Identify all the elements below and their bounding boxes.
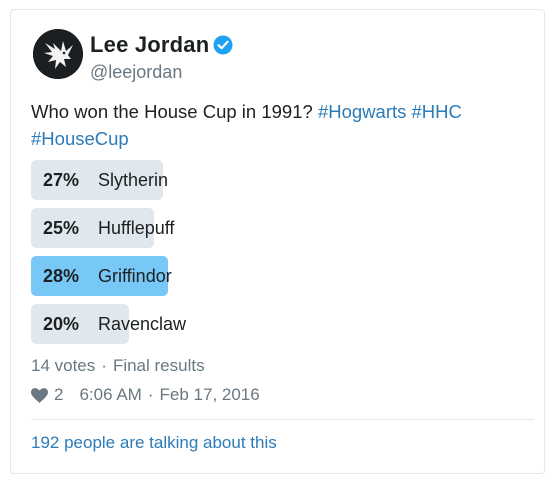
poll-status: Final results — [112, 356, 205, 375]
poll-choice: 20% Ravenclaw — [31, 304, 521, 344]
talking-about-link[interactable]: 192 people are talking about this — [31, 433, 277, 452]
hashtag-link[interactable]: #Hogwarts — [317, 101, 407, 122]
poll-percent: 25% — [43, 218, 80, 238]
poll-option-text: Hufflepuff — [98, 218, 175, 238]
poll-choice-label: 27% Slytherin — [43, 160, 168, 200]
poll-choice-label: 25% Hufflepuff — [43, 208, 174, 248]
poll-votes: 14 votes — [31, 356, 96, 375]
like-button[interactable]: 2 — [31, 385, 63, 405]
poll-percent: 20% — [43, 314, 80, 334]
poll-percent: 27% — [43, 170, 80, 190]
heart-icon — [31, 387, 48, 403]
tweet-text-plain: Who won the House Cup in 1991? — [31, 101, 313, 122]
poll-bar — [31, 304, 129, 344]
separator-dot: · — [101, 356, 107, 375]
tweet-text: Who won the House Cup in 1991? #Hogwarts… — [31, 98, 521, 152]
hashtag-link[interactable]: #HouseCup — [31, 128, 129, 149]
poll-choice: 25% Hufflepuff — [31, 208, 521, 248]
poll-option-text: Ravenclaw — [98, 314, 187, 334]
poll-option-text: Griffindor — [98, 266, 172, 286]
tweet-card: Lee Jordan @leejordan Who won the House … — [10, 9, 545, 474]
verified-badge-icon — [213, 35, 233, 55]
author-handle[interactable]: @leejordan — [90, 62, 183, 82]
poll-percent: 28% — [43, 266, 80, 286]
like-count: 2 — [54, 385, 64, 404]
tweet-footer: 2 6:06 AM · Feb 17, 2016 — [31, 385, 260, 405]
poll: 27% Slytherin 25% Hufflepuff 28% Griffin… — [31, 160, 521, 352]
eagle-avatar-icon[interactable] — [33, 29, 83, 79]
author-name[interactable]: Lee Jordan — [90, 32, 210, 57]
poll-meta: 14 votes · Final results — [31, 356, 205, 376]
poll-option-text: Slytherin — [98, 170, 169, 190]
poll-bar — [31, 160, 163, 200]
poll-bar — [31, 208, 154, 248]
tweet-time[interactable]: 6:06 AM — [79, 385, 142, 404]
poll-choice: 28% Griffindor — [31, 256, 521, 296]
poll-choice-label: 20% Ravenclaw — [43, 304, 186, 344]
poll-choice-label: 28% Griffindor — [43, 256, 172, 296]
author-name-row: Lee Jordan — [90, 32, 233, 58]
hashtag-link[interactable]: #HHC — [411, 101, 462, 122]
tweet-date[interactable]: Feb 17, 2016 — [159, 385, 260, 404]
divider — [31, 419, 534, 420]
poll-bar — [31, 256, 168, 296]
separator-dot: · — [147, 385, 154, 404]
poll-choice: 27% Slytherin — [31, 160, 521, 200]
